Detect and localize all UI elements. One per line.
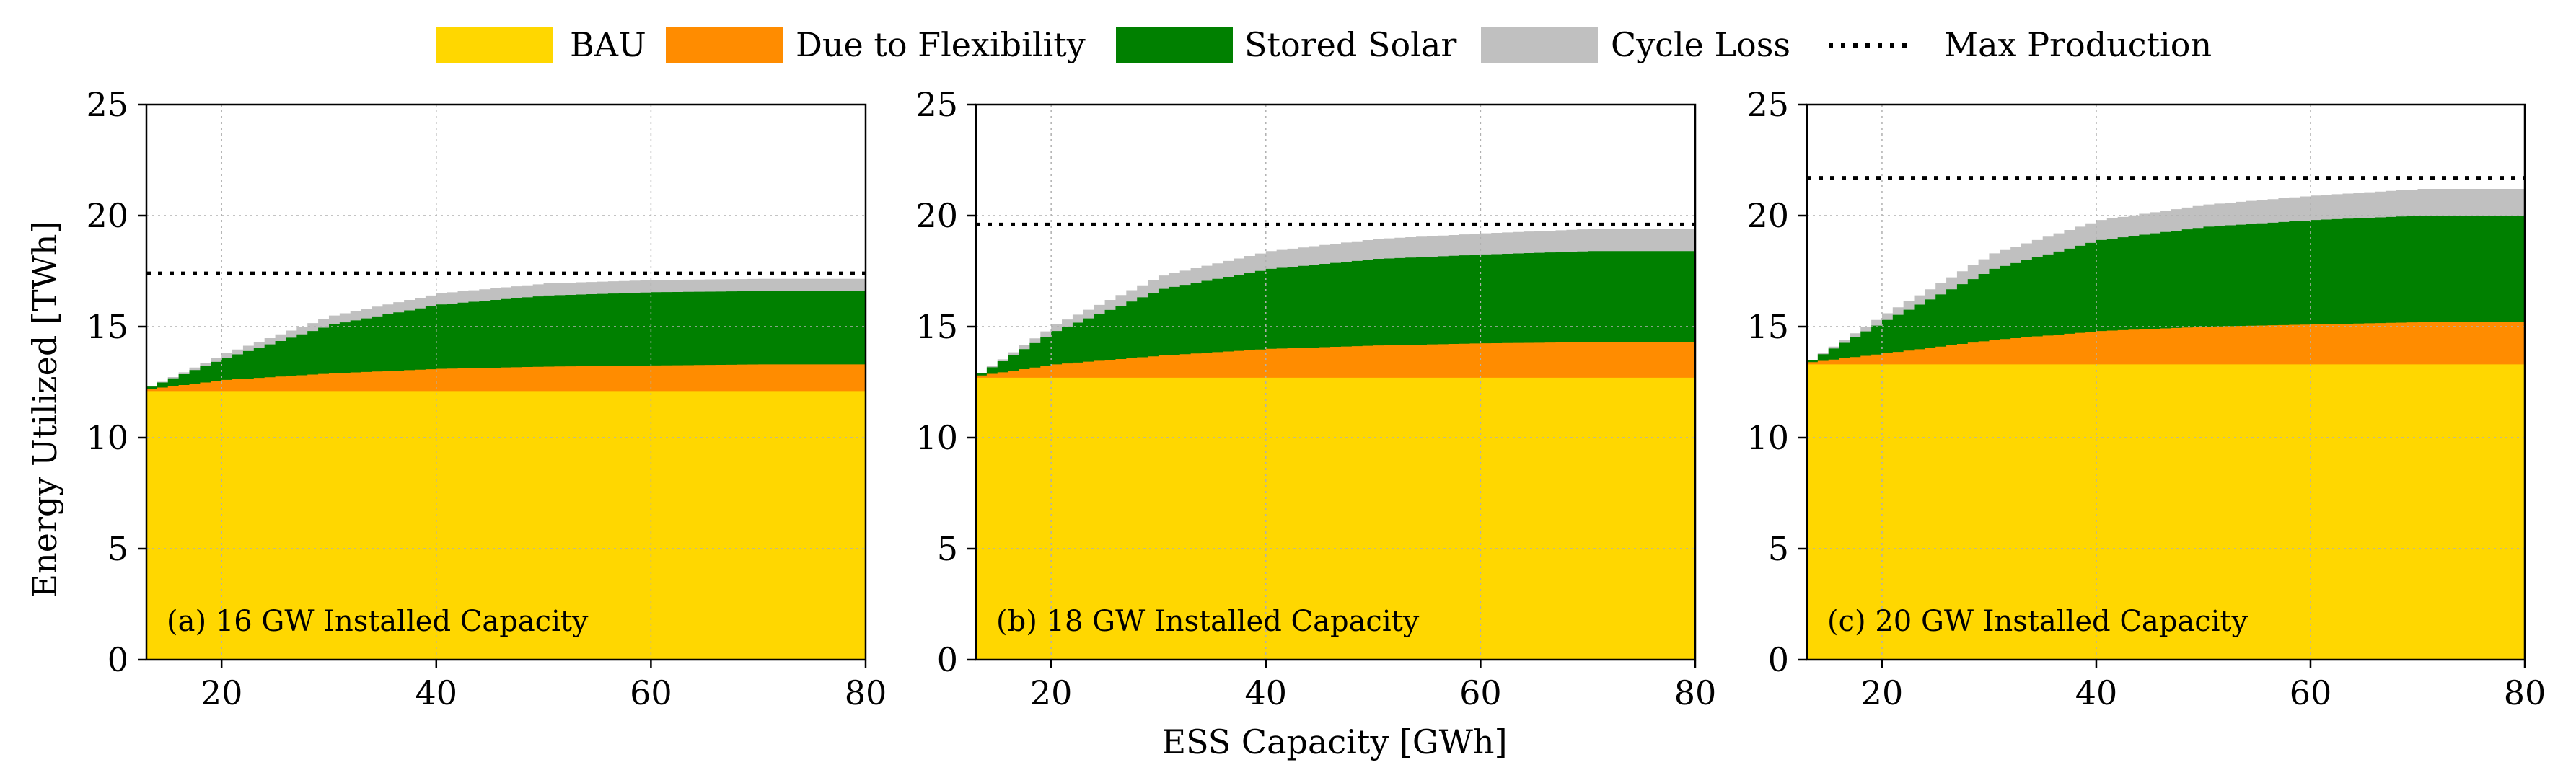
panel-20gw: 20 40 60 80 0 5 10 15 20 25 (c) 20 GW Installed Ca… <box>1746 85 2546 712</box>
y-tick-label: 5 <box>1768 529 1789 568</box>
legend-label-max-production: Max Production <box>1944 25 2212 64</box>
panel-16gw: 20 40 60 80 0 5 10 15 20 25 (a) 16 GW Installed Ca… <box>86 85 887 712</box>
legend-label-bau: BAU <box>570 25 646 64</box>
axes-frame <box>145 103 867 661</box>
x-tick-label: 60 <box>2290 673 2332 712</box>
y-tick-label: 10 <box>86 418 128 457</box>
legend-swatch-flexibility <box>666 27 783 63</box>
legend-label-stored-solar: Stored Solar <box>1244 25 1456 64</box>
y-tick-label: 10 <box>915 418 958 457</box>
x-tick-label: 60 <box>1459 673 1502 712</box>
axes-frame <box>975 103 1697 661</box>
area-bau <box>1807 364 2525 660</box>
y-tick-label: 25 <box>915 85 958 124</box>
y-axis-label: Energy Utilized [TWh] <box>25 221 64 598</box>
legend-label-flexibility: Due to Flexibility <box>796 25 1086 64</box>
y-tick-label: 20 <box>86 196 128 235</box>
legend-label-cycle-loss: Cycle Loss <box>1611 25 1790 64</box>
y-tick-label: 15 <box>1746 307 1789 346</box>
y-tick-label: 25 <box>86 85 128 124</box>
y-tick-label: 0 <box>937 640 958 679</box>
x-axis-label: ESS Capacity [GWh] <box>1161 722 1507 761</box>
y-tick-label: 15 <box>86 307 128 346</box>
y-tick-label: 5 <box>937 529 958 568</box>
x-tick-label: 80 <box>1674 673 1717 712</box>
legend-swatch-stored-solar <box>1116 27 1233 63</box>
legend-swatch-cycle-loss <box>1481 27 1598 63</box>
y-tick-label: 15 <box>915 307 958 346</box>
y-tick-label: 25 <box>1746 85 1789 124</box>
y-tick-label: 0 <box>1768 640 1789 679</box>
axes-frame <box>1806 103 2526 661</box>
area-bau <box>976 377 1695 660</box>
x-tick-label: 60 <box>630 673 672 712</box>
x-tick-label: 80 <box>2504 673 2546 712</box>
y-tick-label: 5 <box>107 529 128 568</box>
legend-swatch-bau <box>436 27 553 63</box>
x-tick-label: 20 <box>201 673 243 712</box>
x-tick-label: 20 <box>1861 673 1904 712</box>
x-tick-label: 40 <box>416 673 458 712</box>
x-tick-label: 40 <box>1245 673 1288 712</box>
panel-title: (b) 18 GW Installed Capacity <box>996 605 1420 638</box>
y-tick-label: 20 <box>915 196 958 235</box>
panel-18gw: 20 40 60 80 0 5 10 15 20 25 (b) 18 GW Installed Ca… <box>915 85 1716 712</box>
legend: BAU Due to Flexibility Stored Solar Cycl… <box>436 25 2212 64</box>
x-tick-label: 40 <box>2075 673 2118 712</box>
panel-title: (c) 20 GW Installed Capacity <box>1827 605 2248 638</box>
panel-title: (a) 16 GW Installed Capacity <box>167 605 589 638</box>
area-bau <box>146 391 866 660</box>
y-tick-label: 20 <box>1746 196 1789 235</box>
y-tick-label: 0 <box>107 640 128 679</box>
x-tick-label: 80 <box>845 673 887 712</box>
y-tick-label: 10 <box>1746 418 1789 457</box>
x-tick-label: 20 <box>1030 673 1073 712</box>
